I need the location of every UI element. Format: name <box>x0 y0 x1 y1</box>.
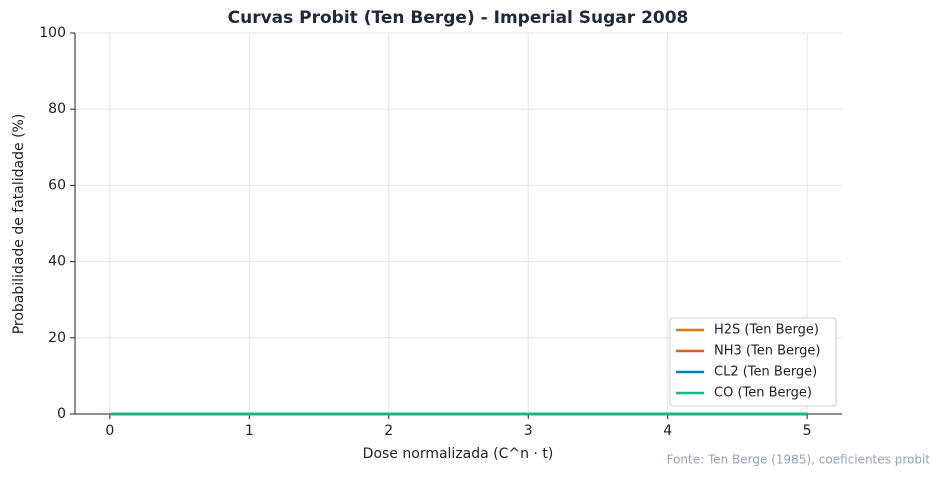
y-tick-label: 80 <box>48 101 66 117</box>
legend-label: H2S (Ten Berge) <box>714 323 819 338</box>
y-tick-label: 100 <box>39 25 66 41</box>
x-tick-label: 0 <box>105 423 114 439</box>
y-tick-label: 0 <box>57 406 66 422</box>
x-tick-label: 4 <box>663 423 672 439</box>
legend-label: CL2 (Ten Berge) <box>714 365 817 380</box>
x-tick-label: 1 <box>245 423 254 439</box>
y-tick-label: 40 <box>48 254 66 270</box>
x-axis-label: Dose normalizada (C^n · t) <box>363 446 554 462</box>
y-axis-label: Probabilidade de fatalidade (%) <box>11 114 27 335</box>
y-tick-label: 20 <box>48 330 66 346</box>
legend-label: NH3 (Ten Berge) <box>714 344 820 359</box>
x-tick-label: 5 <box>803 423 812 439</box>
chart-title: Curvas Probit (Ten Berge) - Imperial Sug… <box>228 8 689 28</box>
x-tick-label: 2 <box>384 423 393 439</box>
source-note: Fonte: Ten Berge (1985), coeficientes pr… <box>667 453 931 467</box>
y-tick-label: 60 <box>48 177 66 193</box>
x-tick-label: 3 <box>524 423 533 439</box>
legend-box <box>669 317 837 407</box>
legend-label: CO (Ten Berge) <box>714 386 812 401</box>
